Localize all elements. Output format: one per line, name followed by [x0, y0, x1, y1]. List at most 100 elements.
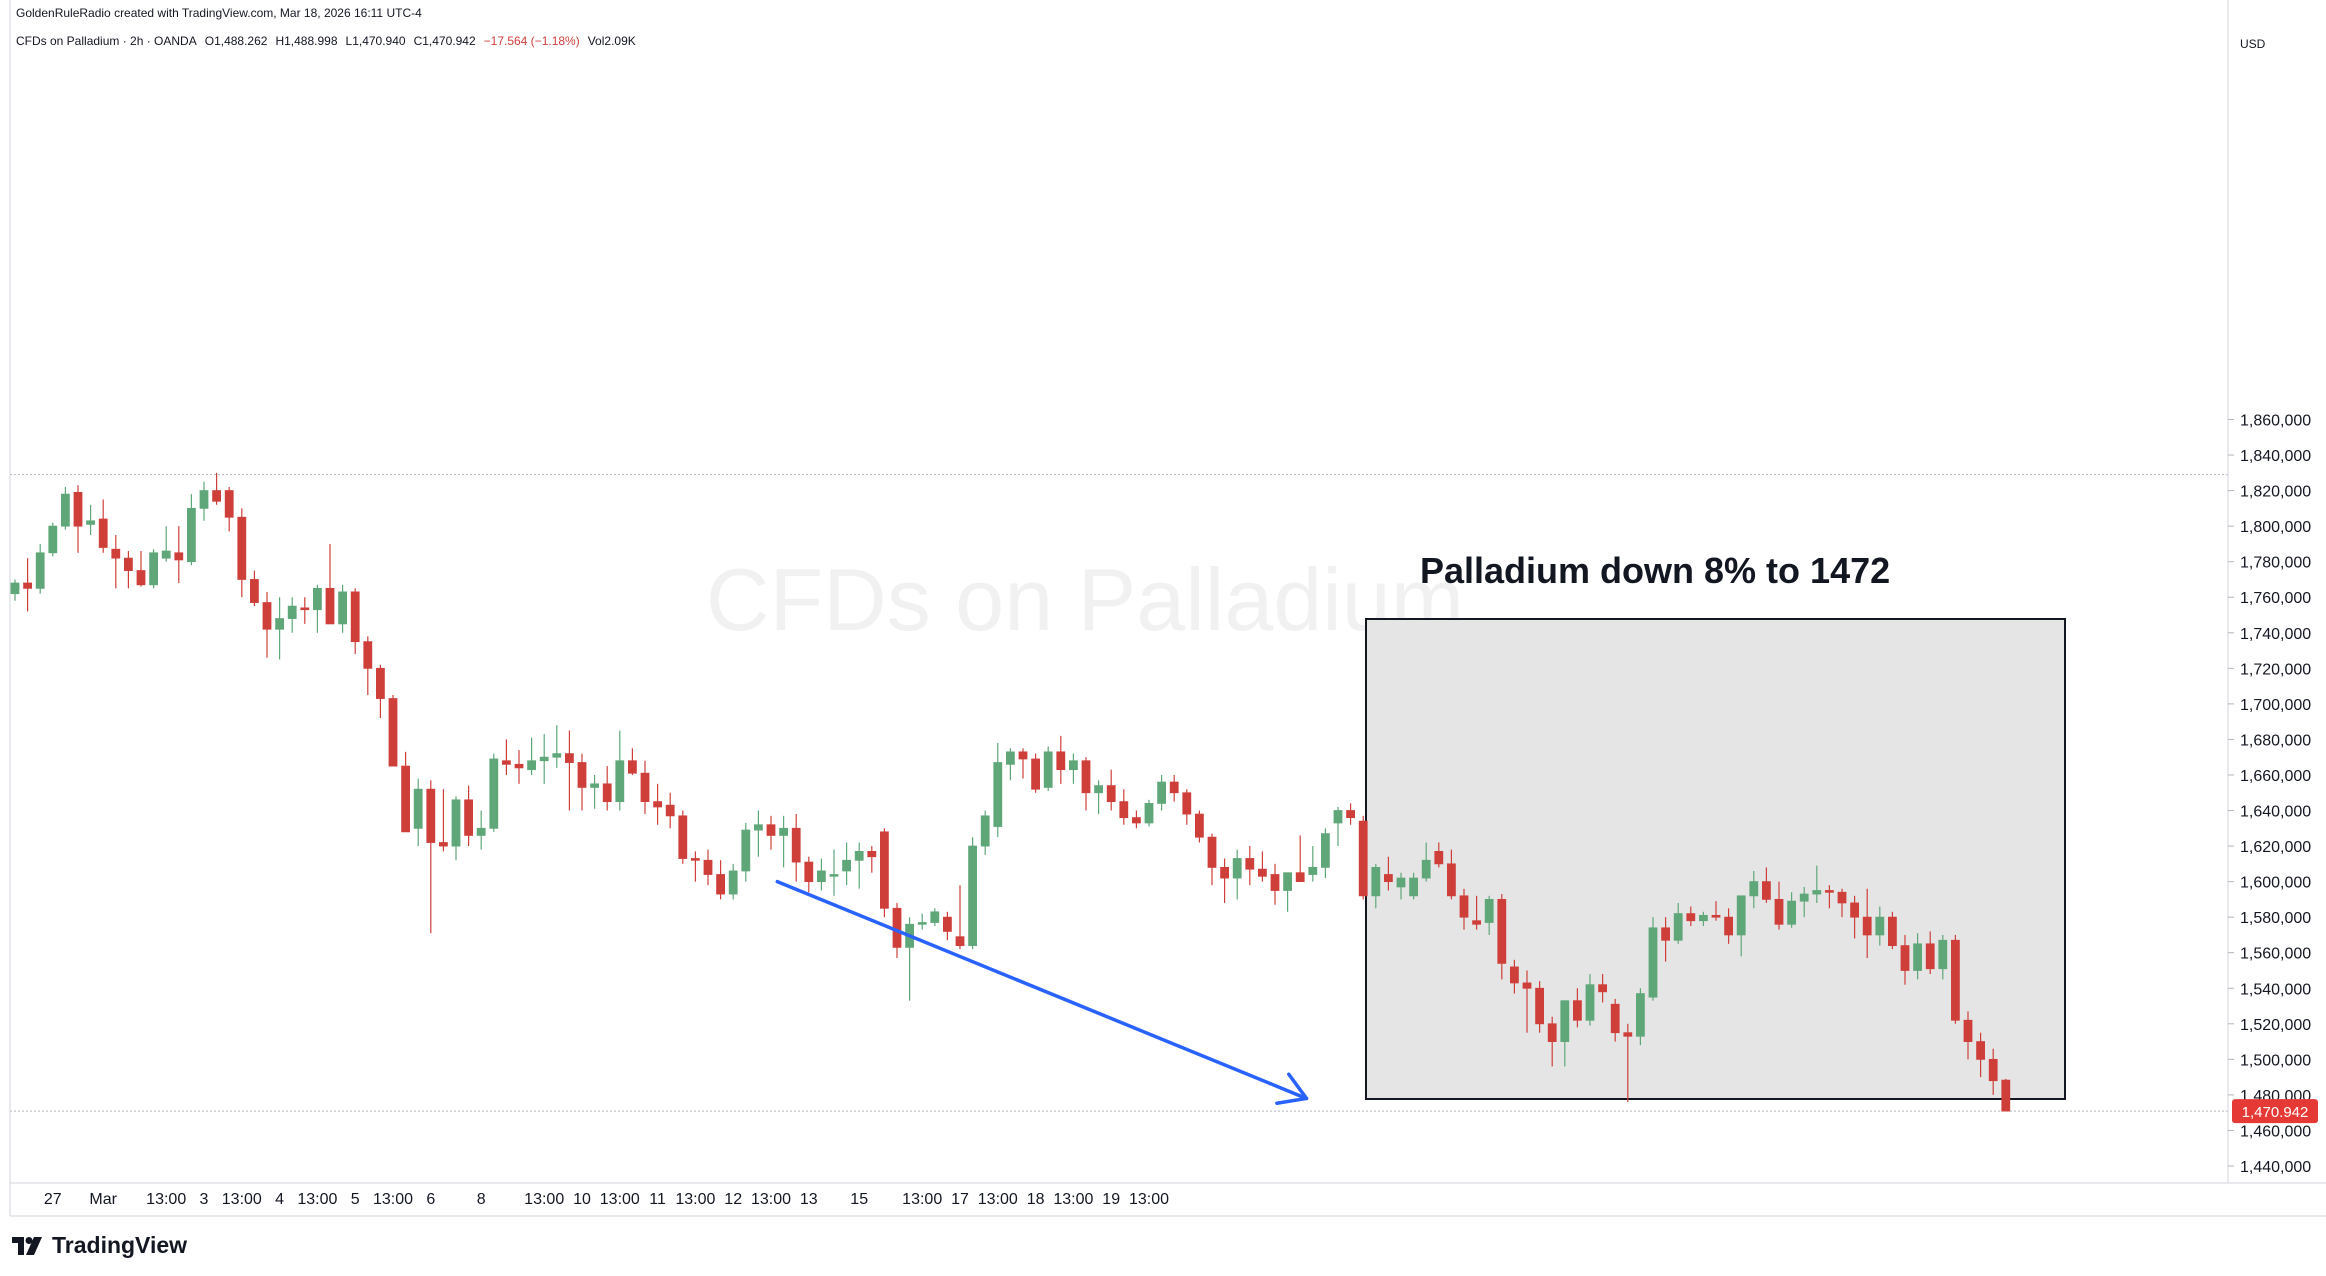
candle-body	[1056, 751, 1066, 771]
price-tick-label: 1,760,000	[2240, 590, 2311, 607]
candle-body	[514, 763, 524, 769]
candle-body	[1270, 874, 1280, 891]
candle	[1875, 906, 1885, 946]
candle-body	[1812, 890, 1822, 895]
candle	[388, 694, 398, 767]
candle-body	[23, 582, 33, 589]
candle-body	[1157, 781, 1166, 804]
candle-body	[199, 490, 209, 509]
candle	[1132, 810, 1141, 829]
candle	[980, 810, 990, 855]
time-tick-label: 13:00	[297, 1191, 337, 1208]
candle	[186, 494, 196, 566]
candle-body	[186, 507, 196, 563]
trend-arrow-head-icon	[1275, 1072, 1309, 1106]
candle-body	[791, 827, 801, 863]
candle	[691, 851, 700, 882]
time-tick-label: 13:00	[902, 1191, 942, 1208]
candle	[1006, 748, 1015, 781]
candle	[640, 760, 650, 815]
candle	[1673, 902, 1683, 944]
candle	[943, 911, 952, 941]
candle-body	[1119, 801, 1129, 819]
candle	[401, 751, 411, 833]
candle-body	[1699, 914, 1708, 922]
candle-body	[993, 762, 1003, 827]
candle	[1951, 934, 1960, 1024]
time-tick-label: 13:00	[373, 1191, 413, 1208]
candle-body	[842, 859, 851, 872]
candle-body	[1295, 872, 1305, 883]
time-tick-label: 11	[649, 1191, 666, 1208]
candle	[199, 481, 209, 521]
candle	[577, 753, 587, 811]
tradingview-brand[interactable]: TradingView	[12, 1232, 187, 1259]
candle-body	[476, 827, 486, 836]
time-tick-label: Mar	[89, 1191, 117, 1208]
candle	[1888, 911, 1897, 950]
candle	[1497, 894, 1507, 980]
price-axis-background	[2228, 0, 2326, 1183]
candle	[829, 849, 839, 896]
candle-body	[854, 851, 864, 861]
trend-arrow-line[interactable]	[775, 879, 1309, 1101]
candle-body	[1963, 1019, 1973, 1042]
candle-body	[1220, 866, 1229, 879]
price-tick-label: 1,860,000	[2240, 412, 2311, 429]
candle	[501, 739, 511, 775]
candle-body	[968, 845, 977, 947]
candle-body	[1762, 881, 1771, 900]
chart-watermark: CFDs on Palladium	[706, 550, 1464, 649]
candle-body	[1232, 858, 1242, 879]
annotation-box[interactable]	[1365, 618, 2066, 1100]
candle	[1799, 886, 1809, 918]
candle	[1963, 1011, 1973, 1060]
candle	[1434, 842, 1444, 868]
candle-body	[917, 922, 927, 925]
candle	[779, 815, 788, 868]
candle-body	[149, 552, 159, 586]
candle-body	[1031, 758, 1040, 790]
last-price-label: 1,470.942	[2242, 1104, 2309, 1121]
candle-body	[1585, 984, 1595, 1021]
candle-body	[1623, 1032, 1633, 1037]
candle	[791, 814, 801, 882]
price-tick-label: 1,800,000	[2240, 519, 2311, 536]
candle-body	[1850, 902, 1859, 918]
brand-name: TradingView	[52, 1232, 188, 1258]
candle-body	[1245, 858, 1255, 870]
candle	[1699, 911, 1708, 927]
candle	[287, 597, 297, 633]
candle	[1484, 895, 1494, 935]
candle	[993, 742, 1003, 838]
candle	[1358, 815, 1368, 900]
candle-body	[955, 936, 965, 947]
candle-body	[35, 552, 45, 589]
candle-body	[300, 607, 310, 611]
candle	[124, 551, 133, 589]
candle	[1396, 872, 1406, 900]
candle-body	[1749, 881, 1759, 897]
candle-body	[1774, 898, 1784, 925]
candle-body	[590, 783, 599, 788]
candle	[451, 796, 461, 861]
price-tick-label: 1,640,000	[2240, 804, 2311, 821]
candle-body	[174, 552, 184, 561]
candle-body	[980, 815, 990, 847]
candle-body	[640, 772, 650, 803]
price-tick-label: 1,620,000	[2240, 839, 2311, 856]
price-tick-label: 1,520,000	[2240, 1017, 2311, 1034]
candle	[590, 774, 599, 809]
candle-body	[262, 602, 272, 630]
candle	[1837, 888, 1847, 918]
candle-body	[1573, 1000, 1582, 1021]
creator-line: GoldenRuleRadio created with TradingView…	[16, 6, 422, 20]
candle	[438, 789, 448, 852]
candle-body	[1321, 833, 1330, 868]
candle-body	[1472, 920, 1481, 925]
candle-body	[438, 842, 448, 847]
annotation-text: Palladium down 8% to 1472	[1420, 550, 1890, 591]
candle	[867, 846, 877, 873]
symbol-line[interactable]: CFDs on Palladium · 2h · OANDA	[16, 34, 197, 48]
